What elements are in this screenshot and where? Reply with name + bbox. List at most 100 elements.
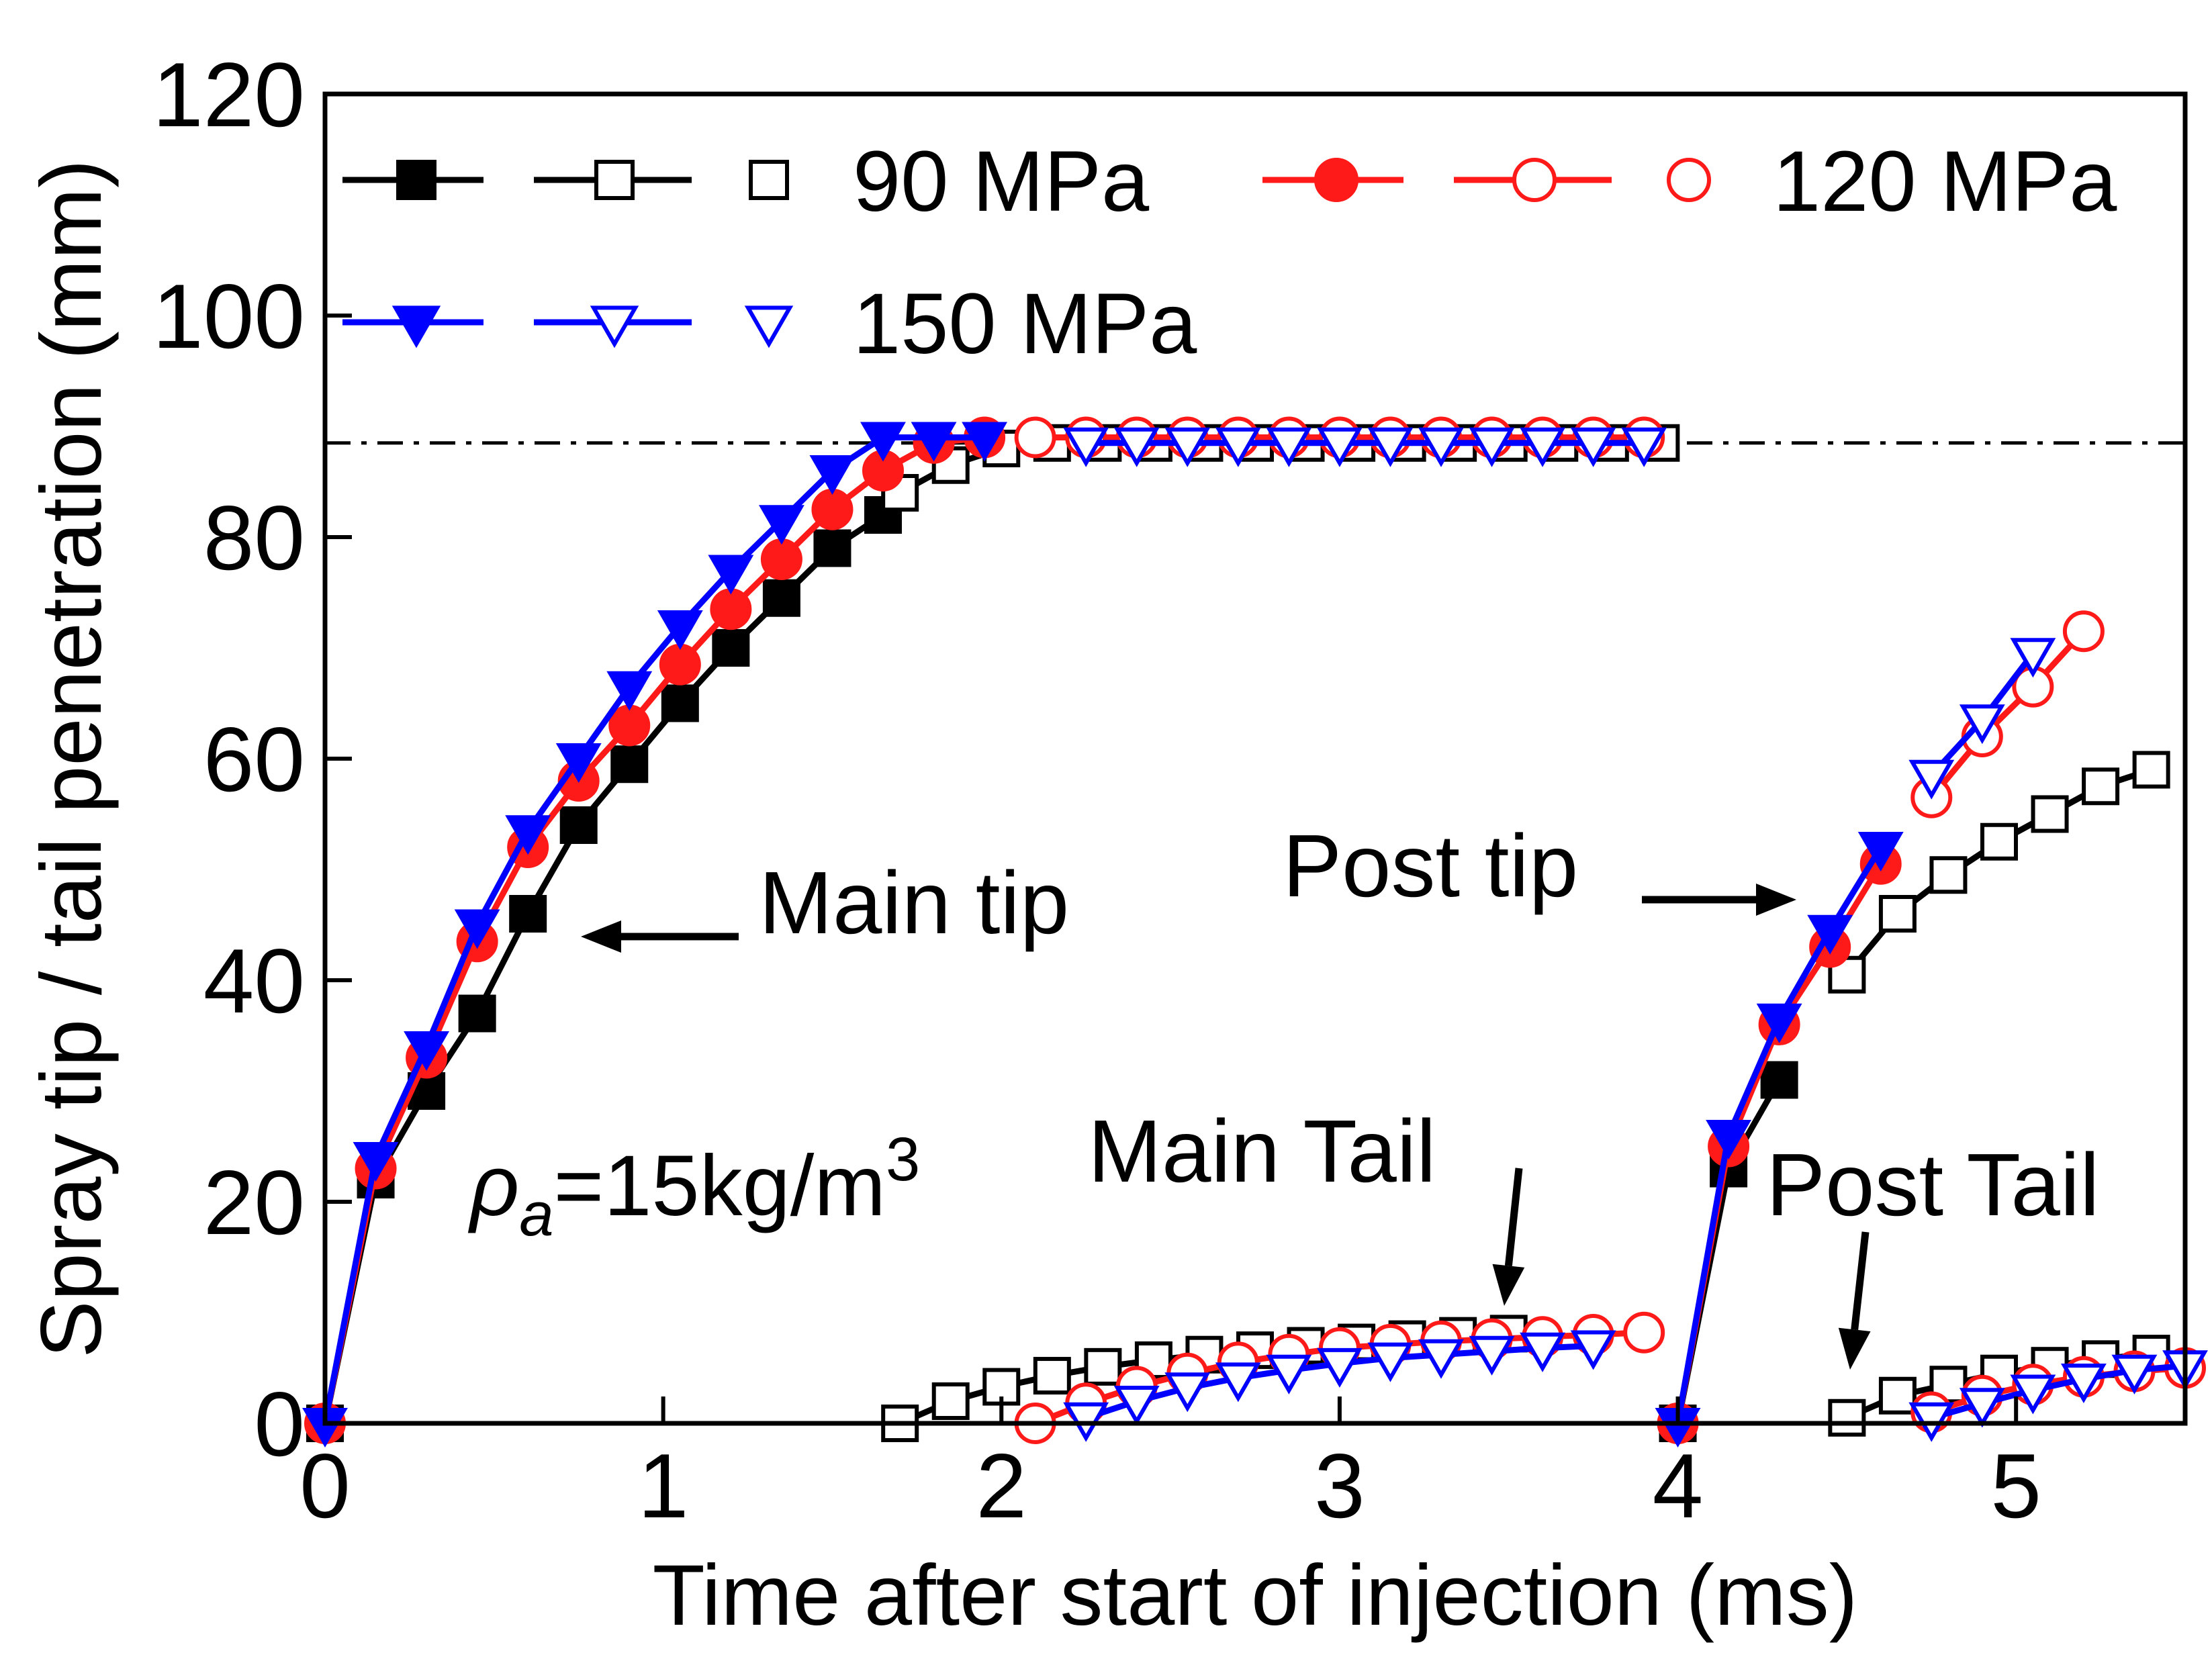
x-tick-label: 3 (1314, 1435, 1365, 1537)
data-point (1980, 822, 2018, 861)
data-point (1316, 1347, 1363, 1388)
arrow-shaft (1504, 1168, 1523, 1266)
data-point (1367, 1342, 1414, 1382)
data-point (1878, 895, 1917, 933)
arrow-head (1756, 884, 1796, 916)
data-point (559, 806, 598, 844)
data-point (1164, 1372, 1211, 1413)
data-point (1570, 1330, 1616, 1370)
data-point (2010, 1374, 2056, 1415)
series-line (1929, 629, 2086, 800)
data-point (758, 505, 804, 545)
axis-ticks: 0 1 2 3 4 5 0 20 40 60 80 100 120 (152, 44, 2041, 1537)
legend-label: 90 MPa (853, 134, 1150, 230)
data-point (1367, 427, 1414, 467)
legend-label: 150 MPa (853, 276, 1197, 372)
legend: 90 MPa 120 MPa 150 MPa (342, 134, 2117, 372)
data-point (608, 704, 651, 747)
data-point (813, 529, 851, 567)
data-point (1959, 1388, 2005, 1428)
data-point (509, 895, 547, 933)
data-point (1520, 427, 1566, 467)
annotations: Main tip Post tip Main Tail Post Tail (581, 816, 2099, 1370)
y-tick-label: 60 (203, 708, 305, 810)
data-point (1113, 1386, 1160, 1426)
data-point (657, 610, 703, 651)
data-point (505, 815, 551, 855)
data-point (1033, 1357, 1071, 1395)
series-line (322, 512, 885, 1424)
data-point (458, 994, 496, 1033)
plot-content (302, 416, 2208, 1448)
series-150-mpa-main-tip-cont (1063, 427, 1667, 467)
data-point (760, 538, 802, 580)
data-point (1706, 1120, 1752, 1160)
y-tick-label: 120 (152, 44, 305, 146)
data-point (811, 488, 854, 530)
data-point (982, 1368, 1021, 1406)
data-point (1469, 1335, 1515, 1376)
legend-marker-open-only (1667, 158, 1711, 202)
y-tick-label: 100 (152, 265, 305, 367)
data-point (1857, 832, 1904, 872)
arrow-shaft (1851, 1231, 1870, 1330)
data-point (2062, 610, 2105, 653)
legend-marker-open (590, 305, 639, 348)
legend-label: 120 MPa (1773, 134, 2117, 230)
ambient-density-label: ρa=15kg/m3 (467, 1125, 920, 1249)
y-tick-label: 20 (203, 1151, 305, 1253)
data-point (712, 629, 750, 667)
y-tick-label: 80 (203, 487, 305, 589)
data-point (762, 579, 800, 617)
series-150-mpa-post-tip-cont (1908, 638, 2056, 800)
data-point (1760, 1061, 1798, 1099)
legend-marker-filled (396, 160, 436, 200)
legend-entry-150-mpa: 150 MPa (342, 276, 1197, 372)
data-point (809, 455, 856, 495)
x-tick-label: 1 (638, 1435, 689, 1537)
data-point (2082, 767, 2120, 806)
data-point (1014, 416, 1056, 459)
data-point (1570, 427, 1616, 467)
series-150-mpa-post-tip (1655, 832, 1904, 1448)
annotation-arrow-post-tail (1838, 1231, 1871, 1370)
data-point (1520, 1332, 1566, 1372)
rho-symbol: ρ (467, 1138, 519, 1234)
density-superscript: 3 (886, 1125, 920, 1194)
x-tick-label: 0 (299, 1435, 351, 1537)
data-point (1215, 1362, 1261, 1403)
data-point (1878, 1376, 1917, 1415)
data-point (1316, 427, 1363, 467)
data-point (606, 671, 653, 711)
data-point (1623, 1311, 1665, 1354)
density-value: =15kg/m (553, 1138, 886, 1234)
series-90-mpa-post-tip (1659, 1061, 1798, 1442)
annotation-arrow-main-tip (581, 920, 739, 953)
legend-entry-120-mpa: 120 MPa (1262, 134, 2117, 230)
data-point (353, 1142, 399, 1182)
data-point (911, 422, 957, 462)
legend-marker-open-only (744, 305, 794, 348)
data-point (1113, 427, 1160, 467)
data-point (1469, 427, 1515, 467)
data-point (555, 743, 602, 784)
data-point (710, 588, 752, 630)
data-point (2031, 795, 2069, 833)
legend-marker-open (594, 160, 635, 200)
data-point (1807, 914, 1853, 955)
data-point (2060, 1364, 2107, 1404)
series-90-mpa-main-tip (306, 496, 902, 1442)
data-point (1908, 759, 1955, 800)
series-120-mpa-post-tip-cont (1910, 610, 2105, 818)
series-90-mpa-post-tip-cont (1828, 751, 2170, 994)
data-point (1266, 427, 1312, 467)
data-point (962, 422, 1008, 462)
annotation-arrow-main-tail (1492, 1168, 1525, 1306)
arrow-head (581, 920, 621, 953)
data-point (1418, 1339, 1464, 1379)
data-point (860, 422, 906, 462)
data-point (661, 684, 699, 722)
data-point (708, 555, 754, 595)
x-tick-label: 2 (976, 1435, 1027, 1537)
